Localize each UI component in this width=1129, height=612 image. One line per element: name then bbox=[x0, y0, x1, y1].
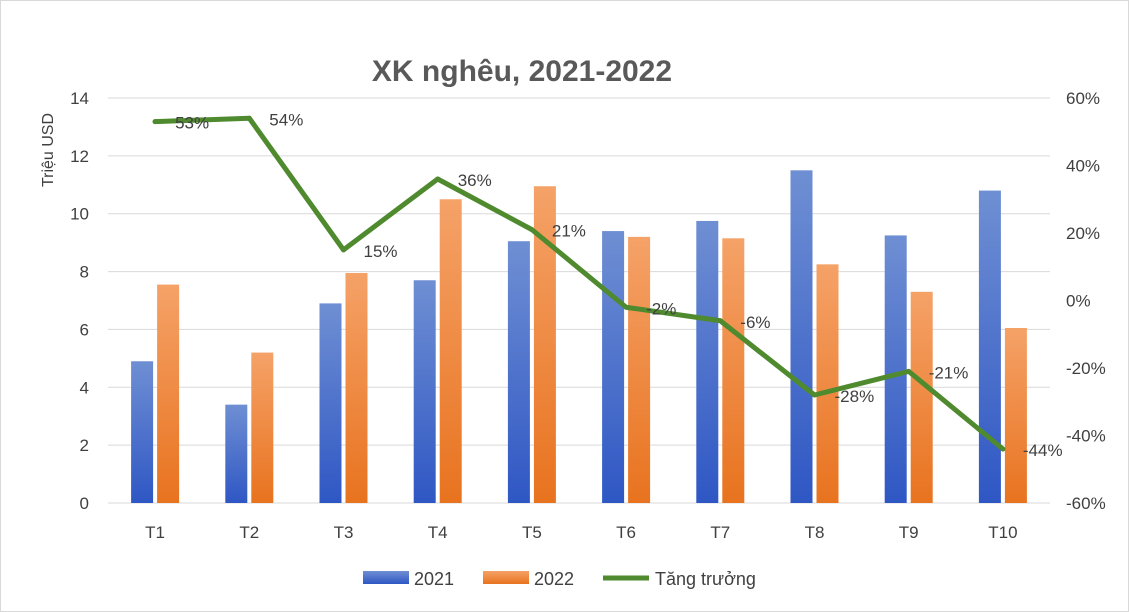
legend-swatch-2021 bbox=[363, 571, 409, 584]
growth-point bbox=[623, 304, 629, 310]
growth-point bbox=[246, 115, 252, 121]
bar-2022-T9 bbox=[910, 291, 933, 503]
y2-tick-label: 0% bbox=[1066, 292, 1091, 311]
bar-2021-T1 bbox=[131, 361, 154, 503]
growth-data-label: -2% bbox=[646, 299, 676, 318]
y-tick-label: 10 bbox=[70, 205, 89, 224]
growth-data-label: -6% bbox=[740, 313, 770, 332]
bar-2021-T9 bbox=[884, 235, 907, 504]
bar-2021-T4 bbox=[413, 280, 436, 503]
y-tick-label: 12 bbox=[70, 147, 89, 166]
growth-data-label: 36% bbox=[458, 171, 492, 190]
bar-2022-T4 bbox=[439, 199, 462, 503]
bar-2022-T1 bbox=[157, 284, 180, 503]
chart-title: XK nghêu, 2021-2022 bbox=[372, 55, 672, 88]
growth-data-label: 15% bbox=[364, 242, 398, 261]
x-tick-label: T2 bbox=[239, 523, 259, 542]
legend: 2021 2022 Tăng trưởng bbox=[363, 569, 756, 589]
legend-swatch-2022 bbox=[483, 571, 529, 584]
growth-data-label: -28% bbox=[835, 387, 875, 406]
bar-2021-T6 bbox=[602, 231, 625, 504]
x-tick-label: T1 bbox=[145, 523, 165, 542]
bar-2021-T7 bbox=[696, 220, 719, 504]
bar-2022-T8 bbox=[816, 264, 839, 503]
y-axis-label: Triệu USD bbox=[40, 113, 57, 187]
bar-2021-T2 bbox=[225, 404, 248, 503]
bar-2021-T3 bbox=[319, 303, 342, 503]
growth-point bbox=[341, 247, 346, 253]
bar-2022-T7 bbox=[722, 238, 745, 503]
y-axis-ticks: 0 2 4 6 8 10 12 14 bbox=[70, 89, 89, 513]
y-tick-label: 4 bbox=[80, 378, 89, 397]
growth-data-label: 53% bbox=[175, 114, 209, 133]
growth-line-group: 53% 54% 15% 36% 21% -2% -6% -28% -21% -44% bbox=[152, 110, 1063, 460]
x-tick-label: T4 bbox=[428, 523, 448, 542]
growth-data-label: -44% bbox=[1023, 441, 1063, 460]
bar-2022-T5 bbox=[533, 186, 556, 503]
growth-point bbox=[152, 119, 158, 125]
x-tick-label: T8 bbox=[805, 523, 825, 542]
bar-2022-T2 bbox=[251, 352, 274, 503]
x-tick-label: T10 bbox=[988, 523, 1017, 542]
y2-axis-ticks: 60% 40% 20% 0% -20% -40% -60% bbox=[1066, 89, 1106, 513]
x-tick-label: T7 bbox=[710, 523, 730, 542]
growth-point bbox=[529, 227, 535, 233]
growth-point bbox=[906, 368, 912, 374]
growth-point bbox=[1000, 446, 1006, 452]
legend-label-growth: Tăng trưởng bbox=[655, 569, 756, 589]
y2-tick-label: -20% bbox=[1066, 359, 1106, 378]
growth-point bbox=[812, 392, 817, 398]
y2-tick-label: 60% bbox=[1066, 89, 1100, 108]
gridlines bbox=[108, 97, 1050, 504]
bar-2022-T10 bbox=[1004, 327, 1027, 503]
y-tick-label: 0 bbox=[80, 494, 89, 513]
growth-data-label: 21% bbox=[552, 222, 586, 241]
bar-2021-T10 bbox=[978, 190, 1001, 504]
bars bbox=[131, 170, 1027, 504]
y2-tick-label: -60% bbox=[1066, 494, 1106, 513]
y-tick-label: 8 bbox=[80, 263, 89, 282]
y-tick-label: 6 bbox=[80, 320, 89, 339]
legend-label-2021: 2021 bbox=[414, 569, 454, 589]
growth-point bbox=[717, 318, 723, 324]
y-tick-label: 14 bbox=[70, 89, 89, 108]
legend-label-2022: 2022 bbox=[534, 569, 574, 589]
x-tick-label: T6 bbox=[616, 523, 636, 542]
growth-data-label: -21% bbox=[929, 363, 969, 382]
bar-2021-T8 bbox=[790, 170, 813, 504]
x-tick-label: T3 bbox=[334, 523, 354, 542]
y2-tick-label: -40% bbox=[1066, 427, 1106, 446]
growth-point bbox=[435, 176, 441, 182]
bar-2022-T6 bbox=[628, 236, 651, 503]
x-tick-label: T9 bbox=[899, 523, 919, 542]
bar-2022-T3 bbox=[345, 273, 368, 503]
growth-line bbox=[152, 115, 1006, 452]
y2-tick-label: 20% bbox=[1066, 224, 1100, 243]
bar-2021-T5 bbox=[507, 241, 530, 504]
y-tick-label: 2 bbox=[80, 436, 89, 455]
y2-tick-label: 40% bbox=[1066, 157, 1100, 176]
growth-data-label: 54% bbox=[269, 110, 303, 129]
x-tick-label: T5 bbox=[522, 523, 542, 542]
x-axis-ticks: T1 T2 T3 T4 T5 T6 T7 T8 T9 T10 bbox=[145, 523, 1017, 542]
